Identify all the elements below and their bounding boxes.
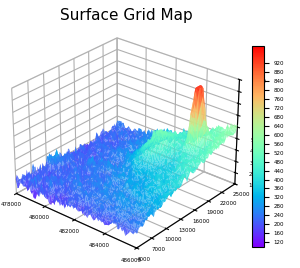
Text: Surface Grid Map: Surface Grid Map [60,8,192,23]
